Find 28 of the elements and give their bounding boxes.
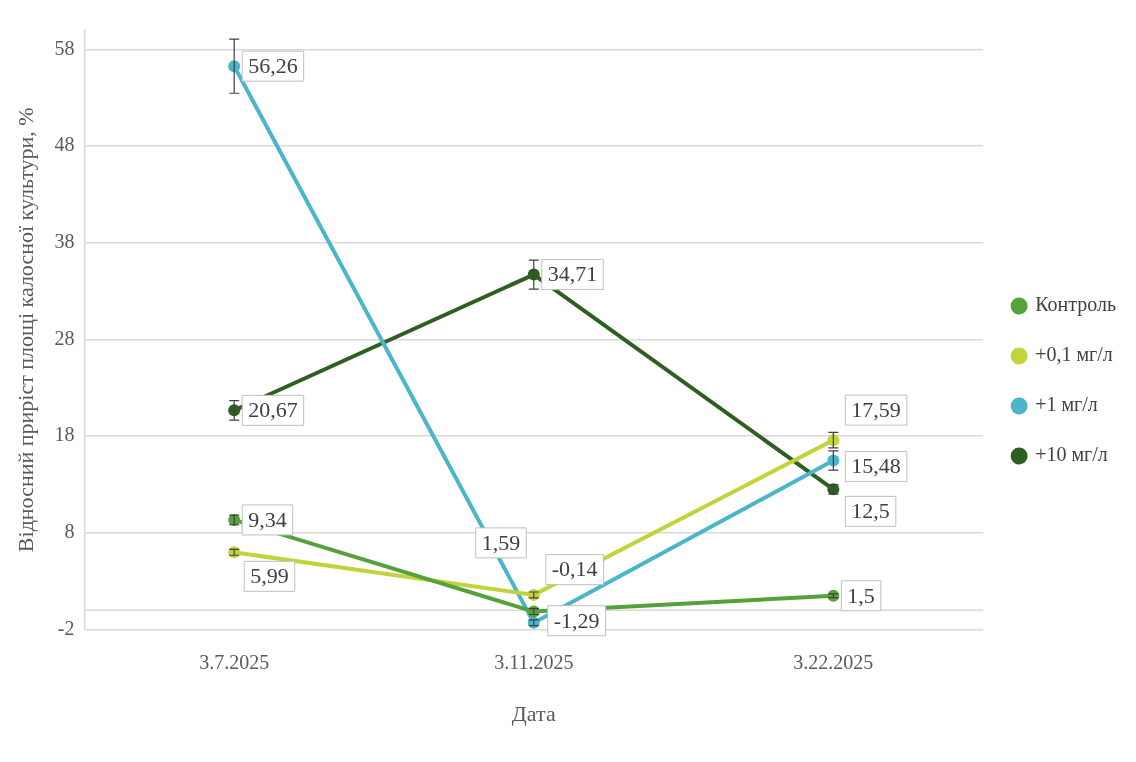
data-label: 34,71 xyxy=(547,261,598,287)
x-axis-title: Дата xyxy=(511,700,556,726)
data-label: 1,59 xyxy=(481,529,521,555)
legend-label: +1 мг/л xyxy=(1035,393,1098,416)
x-tick-label: 3.11.2025 xyxy=(494,650,574,673)
x-tick-label: 3.7.2025 xyxy=(199,650,270,673)
y-tick-label: 38 xyxy=(54,230,75,253)
y-tick-label: 48 xyxy=(54,133,75,156)
y-axis-title: Відносний приріст площі калосної культури, % xyxy=(12,107,38,553)
data-label: 17,59 xyxy=(851,396,901,422)
data-label: 12,5 xyxy=(851,498,890,524)
data-label: 9,34 xyxy=(248,506,287,532)
legend-label: +0,1 мг/л xyxy=(1035,343,1113,366)
data-label: -1,29 xyxy=(553,607,600,633)
y-tick-label: 18 xyxy=(54,423,75,446)
data-label: 20,67 xyxy=(248,397,298,423)
legend-label: +10 мг/л xyxy=(1035,443,1108,466)
data-label: 56,26 xyxy=(248,52,298,78)
x-tick-label: 3.22.2025 xyxy=(793,650,874,673)
y-tick-label: -2 xyxy=(57,616,75,639)
y-tick-label: 28 xyxy=(54,326,75,349)
y-tick-label: 58 xyxy=(54,36,75,59)
data-label: 5,99 xyxy=(250,563,289,589)
legend-label: Контроль xyxy=(1035,293,1117,317)
data-label: 1,5 xyxy=(847,582,875,608)
data-label: -0,14 xyxy=(551,556,598,582)
data-label: 15,48 xyxy=(851,453,901,479)
y-tick-label: 8 xyxy=(64,520,75,543)
